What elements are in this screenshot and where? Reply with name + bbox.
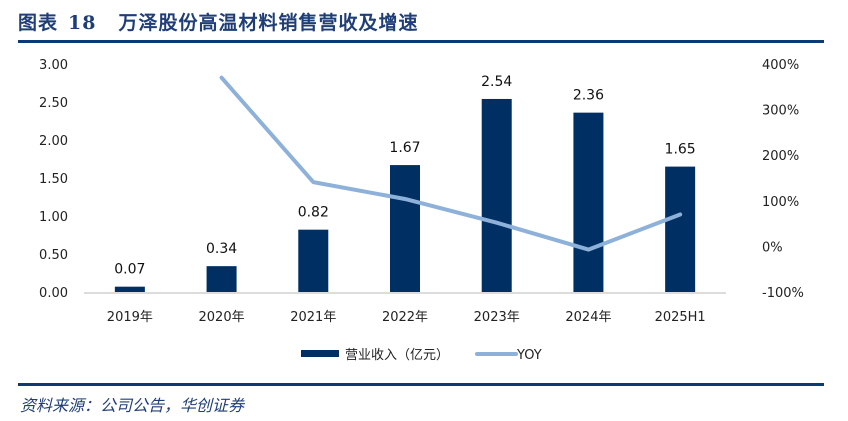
left-tick-label: 1.50 — [39, 172, 68, 187]
source-note: 资料来源：公司公告，华创证券 — [20, 396, 245, 415]
legend-label-revenue: 营业收入（亿元） — [345, 348, 449, 363]
x-tick-label: 2024年 — [565, 310, 611, 325]
bar-2023年 — [481, 98, 512, 293]
x-tick-label: 2025H1 — [655, 310, 706, 325]
x-tick-label: 2020年 — [199, 310, 245, 325]
figure-caption: 万泽股份高温材料销售营收及增速 — [118, 12, 419, 34]
bar-2020年 — [206, 266, 237, 292]
left-tick-label: 3.00 — [39, 58, 68, 73]
right-tick-label: -100% — [762, 286, 804, 301]
figure-label: 图表 — [18, 12, 59, 34]
yoy-line — [219, 75, 683, 252]
figure-title: 图表 18 万泽股份高温材料销售营收及增速 — [18, 8, 418, 35]
right-tick-label: 100% — [762, 195, 799, 210]
bar-data-label: 1.65 — [665, 142, 696, 158]
bar-2019年 — [114, 286, 145, 292]
source-rule — [18, 383, 824, 386]
bar-data-label: 2.54 — [481, 74, 512, 90]
right-tick-label: 400% — [762, 58, 799, 73]
bar-data-label: 0.34 — [206, 241, 237, 257]
legend: 营业收入（亿元） YOY — [301, 348, 542, 363]
right-tick-label: 0% — [762, 240, 783, 255]
bar-data-labels: 0.07 0.34 0.82 1.67 2.54 2.36 1.65 — [114, 74, 695, 278]
x-tick-label: 2022年 — [382, 310, 428, 325]
bar-data-label: 0.07 — [114, 262, 145, 278]
bar-2024年 — [573, 112, 604, 292]
bar-2021年 — [298, 229, 329, 292]
left-axis: 0.00 0.50 1.00 1.50 2.00 2.50 3.00 — [39, 58, 68, 301]
x-axis-tick-labels: 2019年 2020年 2021年 2022年 2023年 2024年 2025H1 — [107, 310, 706, 325]
legend-swatch-revenue — [301, 350, 339, 357]
legend-label-yoy: YOY — [516, 348, 542, 363]
right-axis: -100% 0% 100% 200% 300% 400% — [762, 58, 804, 301]
x-tick-label: 2021年 — [290, 310, 336, 325]
figure-number: 18 — [68, 12, 97, 34]
bar-data-label: 0.82 — [298, 205, 329, 221]
x-tick-label: 2023年 — [474, 310, 520, 325]
x-tick-label: 2019年 — [107, 310, 153, 325]
bar-2025H1 — [665, 166, 696, 292]
right-tick-label: 300% — [762, 104, 799, 119]
left-tick-label: 0.00 — [39, 286, 68, 301]
bar-2022年 — [390, 165, 420, 292]
left-tick-label: 2.50 — [39, 96, 68, 111]
right-tick-label: 200% — [762, 149, 799, 164]
left-tick-label: 0.50 — [39, 248, 68, 263]
left-tick-label: 2.00 — [39, 134, 68, 149]
bar-series — [114, 98, 696, 293]
title-rule — [18, 40, 824, 43]
bar-data-label: 2.36 — [573, 88, 604, 104]
bar-data-label: 1.67 — [389, 140, 420, 156]
left-tick-label: 1.00 — [39, 210, 68, 225]
